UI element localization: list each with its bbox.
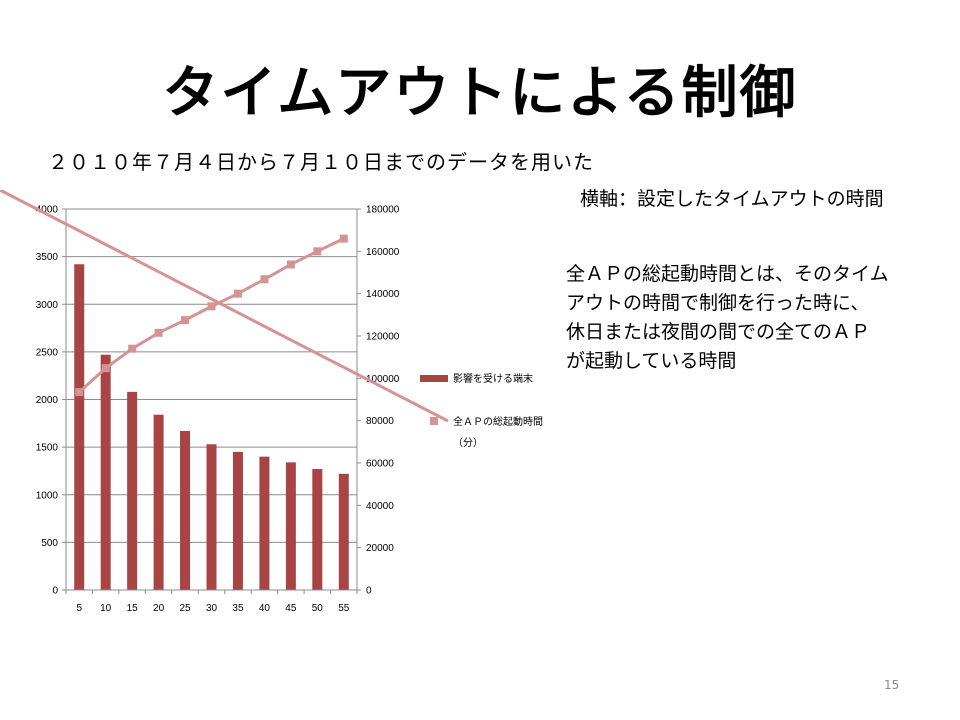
right-axis-tick-label: 140000	[366, 289, 400, 300]
right-axis-tick-label: 180000	[366, 205, 400, 216]
right-axis-tick-label: 160000	[366, 247, 400, 258]
x-axis-tick-label: 40	[259, 603, 271, 614]
bar	[100, 354, 111, 590]
left-axis-tick-label: 1000	[36, 490, 59, 501]
left-axis-tick-label: 3000	[36, 300, 59, 311]
axis-note: 横軸：設定したタイムアウトの時間	[580, 188, 884, 210]
legend-line-marker	[430, 417, 438, 425]
line-path	[78, 237, 345, 394]
x-axis-tick-label: 50	[312, 603, 324, 614]
bar	[285, 462, 296, 590]
bar	[312, 469, 323, 590]
left-axis-tick-label: 3500	[36, 252, 59, 263]
left-axis-tick-label: 0	[52, 586, 58, 597]
line-series	[75, 234, 348, 397]
definition-line: が起動している時間	[566, 350, 737, 372]
definition-line: 休日または夜間の間での全てのＡＰ	[566, 321, 871, 343]
slide-title: タイムアウトによる制御	[162, 61, 798, 126]
legend-line-label-unit: （分）	[453, 437, 483, 449]
x-axis-tick-label: 20	[153, 603, 165, 614]
line-marker	[128, 344, 137, 353]
line-marker	[101, 364, 110, 373]
x-axis-tick-label: 35	[232, 603, 244, 614]
right-axis-tick-label: 60000	[366, 459, 394, 470]
line-marker	[181, 316, 190, 325]
line-marker	[286, 260, 295, 269]
x-axis-tick-label: 10	[100, 603, 112, 614]
bar	[206, 444, 217, 590]
definition-line: アウトの時間で制御を行った時に、	[566, 292, 870, 314]
right-axis-tick-label: 80000	[366, 416, 394, 427]
bar	[74, 264, 85, 590]
bar	[180, 430, 191, 590]
right-axis-tick-label: 100000	[366, 374, 400, 385]
legend-line-swatch	[0, 190, 449, 423]
legend-bar-swatch	[420, 375, 448, 382]
left-axis-tick-label: 2500	[36, 347, 59, 358]
left-axis-tick-label: 1500	[36, 443, 59, 454]
slide-subtitle: ２０１０年７月４日から７月１０日までのデータを用いた	[48, 150, 594, 174]
bar	[338, 473, 349, 590]
legend: 影響を受ける端末 全ＡＰの総起動時間 （分）	[0, 190, 543, 449]
line-marker	[313, 247, 322, 256]
x-axis-tick-label: 15	[127, 603, 139, 614]
right-axis-tick-label: 20000	[366, 543, 394, 554]
right-axis-tick-label: 40000	[366, 501, 394, 512]
bar	[259, 456, 270, 590]
axes: 0500100015002000250030003500400002000040…	[36, 205, 400, 615]
right-axis-tick-label: 0	[366, 586, 372, 597]
left-axis-tick-label: 500	[41, 538, 58, 549]
bar-series	[74, 264, 349, 590]
left-axis-tick-label: 2000	[36, 395, 59, 406]
bar	[153, 414, 164, 590]
line-marker	[233, 289, 242, 298]
line-marker	[154, 328, 163, 337]
x-axis-tick-label: 25	[179, 603, 191, 614]
page-number: 15	[884, 678, 900, 692]
x-axis-tick-label: 45	[285, 603, 297, 614]
line-marker	[260, 275, 269, 284]
legend-line-label: 全ＡＰの総起動時間	[453, 415, 543, 428]
x-axis-tick-label: 5	[76, 603, 82, 614]
bar	[127, 391, 138, 590]
line-marker	[75, 388, 84, 397]
right-axis-tick-label: 120000	[366, 332, 400, 343]
left-axis-tick-label: 4000	[36, 205, 59, 216]
line-marker	[207, 302, 216, 311]
line-marker	[339, 234, 348, 243]
definition-text: 全ＡＰの総起動時間とは、そのタイム アウトの時間で制御を行った時に、 休日または…	[566, 260, 889, 376]
definition-line: 全ＡＰの総起動時間とは、そのタイム	[566, 263, 889, 285]
x-axis-tick-label: 55	[338, 603, 350, 614]
combo-chart: 0500100015002000250030003500400002000040…	[0, 190, 543, 615]
bar	[232, 451, 243, 590]
legend-bar-label: 影響を受ける端末	[453, 372, 533, 385]
x-axis-tick-label: 30	[206, 603, 218, 614]
